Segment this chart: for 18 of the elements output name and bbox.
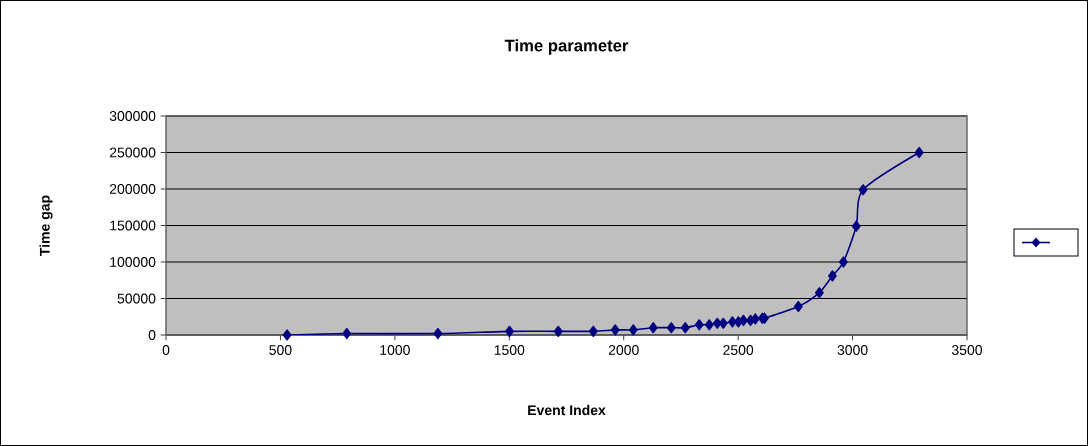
x-tick-label: 3000	[837, 345, 868, 355]
y-axis-title: Time gap	[39, 195, 53, 256]
chart-title: Time parameter	[504, 39, 629, 55]
x-tick-label: 0	[162, 345, 170, 355]
x-tick-label: 1000	[380, 345, 410, 355]
x-tick-label: 500	[269, 345, 292, 355]
x-tick-label: 2000	[608, 345, 639, 355]
x-tick-label: 3500	[951, 345, 983, 355]
y-tick-label: 150000	[110, 220, 156, 231]
y-tick-label: 0	[148, 330, 156, 340]
x-tick-label: 2500	[723, 345, 754, 355]
y-tick-label: 50000	[117, 293, 156, 304]
y-tick-label: 250000	[109, 147, 156, 158]
y-tick-label: 300000	[109, 111, 156, 121]
y-tick-label: 100000	[110, 257, 156, 267]
x-tick-label: 1500	[494, 345, 525, 355]
y-tick-label: 200000	[109, 184, 156, 194]
x-axis-title: Event Index	[528, 404, 606, 416]
